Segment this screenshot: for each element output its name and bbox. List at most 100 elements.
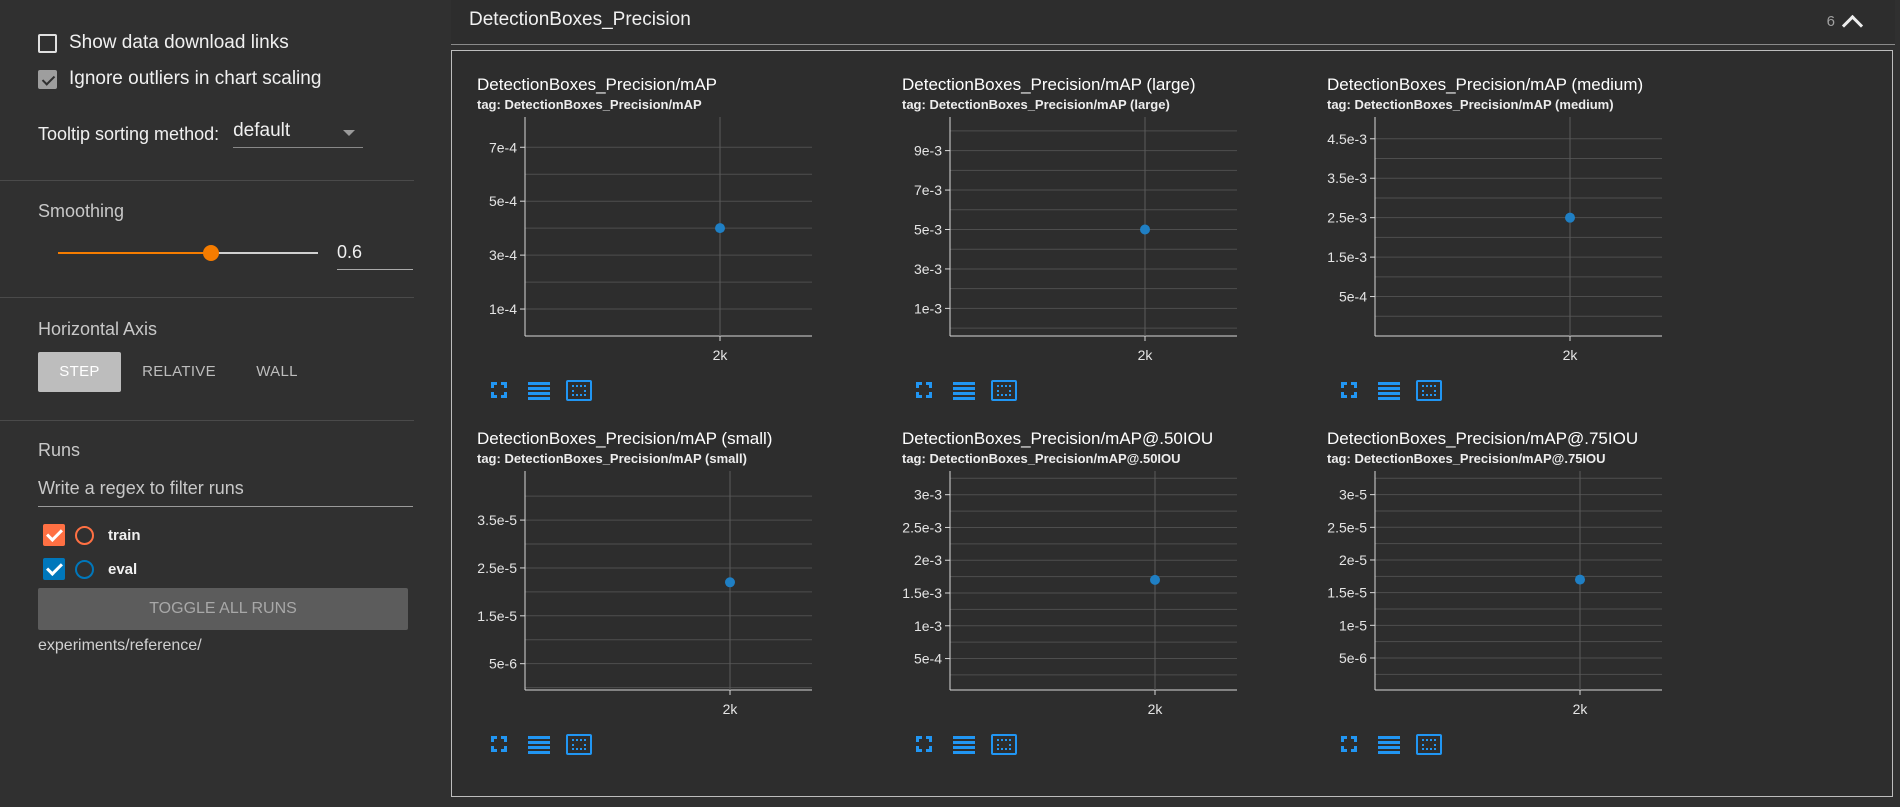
toggle-log-scale-icon[interactable] — [951, 733, 979, 757]
chevron-up-icon[interactable] — [1841, 14, 1864, 37]
chart-tag: tag: DetectionBoxes_Precision/mAP@.50IOU — [902, 451, 1181, 466]
x-tick-label: 2k — [1138, 347, 1154, 363]
checkbox-checked[interactable] — [38, 69, 57, 89]
run-item-train: train — [43, 524, 141, 546]
data-point — [715, 223, 725, 234]
y-tick-label: 1.5e-5 — [477, 608, 517, 624]
y-tick-label: 7e-3 — [914, 182, 942, 198]
fit-domain-icon[interactable] — [990, 733, 1018, 757]
expand-icon[interactable] — [912, 379, 940, 403]
fit-domain-icon[interactable] — [565, 379, 593, 403]
y-tick-label: 1.5e-3 — [1327, 249, 1367, 265]
chart-toolbar — [1337, 733, 1443, 757]
y-tick-label: 5e-6 — [489, 656, 517, 672]
category-header[interactable]: DetectionBoxes_Precision 6 — [451, 0, 1895, 45]
run-eval-checkbox[interactable] — [43, 558, 65, 580]
y-tick-label: 9e-3 — [914, 143, 942, 159]
run-item-eval: eval — [43, 558, 137, 580]
y-tick-label: 2.5e-3 — [1327, 210, 1367, 226]
axis-relative-button[interactable]: RELATIVE — [142, 363, 216, 380]
chevron-down-icon — [343, 130, 356, 136]
chart-toolbar — [1337, 379, 1443, 403]
chart-card: DetectionBoxes_Precision/mAP (medium) tag… — [1302, 51, 1727, 401]
x-tick-label: 2k — [1148, 701, 1164, 717]
chart-title: DetectionBoxes_Precision/mAP (medium) — [1327, 75, 1644, 94]
chart-toolbar — [487, 733, 593, 757]
y-tick-label: 1e-4 — [489, 301, 517, 317]
y-tick-label: 1.5e-3 — [902, 585, 942, 601]
y-tick-label: 1.5e-5 — [1327, 585, 1367, 601]
y-tick-label: 3e-3 — [914, 487, 942, 503]
toggle-log-scale-icon[interactable] — [526, 733, 554, 757]
runs-title: Runs — [38, 440, 81, 460]
chart-tag: tag: DetectionBoxes_Precision/mAP@.75IOU — [1327, 451, 1606, 466]
chart-plot[interactable]: 5e-4 1e-3 1.5e-3 2e-3 2.5e-3 3e-3 2k — [877, 405, 1302, 730]
divider — [0, 297, 414, 298]
y-tick-label: 3e-5 — [1339, 487, 1367, 503]
expand-icon[interactable] — [1337, 733, 1365, 757]
toggle-log-scale-icon[interactable] — [1376, 733, 1404, 757]
smoothing-value-input[interactable]: 0.6 — [337, 238, 413, 270]
chart-title: DetectionBoxes_Precision/mAP — [477, 75, 718, 94]
category-title: DetectionBoxes_Precision — [469, 9, 691, 30]
toggle-log-scale-icon[interactable] — [1376, 379, 1404, 403]
run-eval-color-circle[interactable] — [75, 559, 94, 579]
chart-plot[interactable]: 5e-4 1.5e-3 2.5e-3 3.5e-3 4.5e-3 2k — [1302, 51, 1727, 376]
chart-plot[interactable]: 1e-3 3e-3 5e-3 7e-3 9e-3 2k — [877, 51, 1302, 376]
chart-title: DetectionBoxes_Precision/mAP@.75IOU — [1327, 429, 1639, 448]
run-filter-input[interactable]: Write a regex to filter runs — [38, 478, 413, 507]
tooltip-sorting-select[interactable]: default — [233, 120, 364, 148]
fit-domain-icon[interactable] — [565, 733, 593, 757]
chart-plot[interactable]: 5e-6 1e-5 1.5e-5 2e-5 2.5e-5 3e-5 2k — [1302, 405, 1727, 730]
expand-icon[interactable] — [912, 733, 940, 757]
chart-card: DetectionBoxes_Precision/mAP@.75IOU tag: … — [1302, 405, 1727, 755]
data-point — [1150, 574, 1160, 585]
chart-card: DetectionBoxes_Precision/mAP@.50IOU tag: … — [877, 405, 1302, 755]
show-download-links-checkbox[interactable]: Show data download links — [38, 32, 289, 54]
run-train-color-circle[interactable] — [75, 525, 94, 545]
y-tick-label: 5e-4 — [489, 193, 517, 209]
main-content: DetectionBoxes_Precision 6 DetectionBoxe… — [451, 0, 1900, 807]
chart-tag: tag: DetectionBoxes_Precision/mAP (small… — [477, 451, 747, 466]
chart-toolbar — [912, 733, 1018, 757]
checkbox-unchecked[interactable] — [38, 33, 57, 53]
chart-tag: tag: DetectionBoxes_Precision/mAP (large… — [902, 97, 1170, 112]
fit-domain-icon[interactable] — [1415, 733, 1443, 757]
axis-step-button[interactable]: STEP — [38, 352, 121, 392]
y-tick-label: 2.5e-5 — [1327, 519, 1367, 535]
chart-card: DetectionBoxes_Precision/mAP tag: Detecti… — [452, 51, 877, 401]
chart-title: DetectionBoxes_Precision/mAP (small) — [477, 429, 773, 448]
axis-wall-button[interactable]: WALL — [256, 363, 298, 380]
y-tick-label: 3.5e-3 — [1327, 170, 1367, 186]
ignore-outliers-checkbox[interactable]: Ignore outliers in chart scaling — [38, 68, 321, 90]
smoothing-slider-thumb[interactable] — [202, 245, 219, 261]
tooltip-sorting-value: default — [233, 120, 291, 141]
chart-toolbar — [487, 379, 593, 403]
toggle-log-scale-icon[interactable] — [526, 379, 554, 403]
chart-card-area: DetectionBoxes_Precision/mAP tag: Detecti… — [451, 50, 1893, 797]
smoothing-slider[interactable] — [58, 245, 318, 261]
y-tick-label: 2e-3 — [914, 552, 942, 568]
x-tick-label: 2k — [713, 347, 729, 363]
expand-icon[interactable] — [487, 379, 515, 403]
tooltip-sorting-row: Tooltip sorting method: default — [38, 120, 364, 148]
toggle-all-runs-button[interactable]: TOGGLE ALL RUNS — [38, 588, 408, 630]
chart-card: DetectionBoxes_Precision/mAP (small) tag:… — [452, 405, 877, 755]
run-path: experiments/reference/ — [38, 637, 202, 654]
x-tick-label: 2k — [1573, 701, 1589, 717]
expand-icon[interactable] — [1337, 379, 1365, 403]
chart-plot[interactable]: 1e-4 3e-4 5e-4 7e-4 2k — [452, 51, 877, 376]
y-tick-label: 5e-6 — [1339, 650, 1367, 666]
run-eval-label: eval — [108, 560, 138, 578]
chart-plot[interactable]: 5e-6 1.5e-5 2.5e-5 3.5e-5 2k — [452, 405, 877, 730]
y-tick-label: 3.5e-5 — [477, 512, 517, 528]
chart-tag: tag: DetectionBoxes_Precision/mAP — [477, 97, 702, 112]
divider — [0, 420, 414, 421]
toggle-log-scale-icon[interactable] — [951, 379, 979, 403]
chart-title: DetectionBoxes_Precision/mAP (large) — [902, 75, 1196, 94]
expand-icon[interactable] — [487, 733, 515, 757]
fit-domain-icon[interactable] — [1415, 379, 1443, 403]
fit-domain-icon[interactable] — [990, 379, 1018, 403]
chart-title: DetectionBoxes_Precision/mAP@.50IOU — [902, 429, 1214, 448]
run-train-checkbox[interactable] — [43, 524, 65, 546]
